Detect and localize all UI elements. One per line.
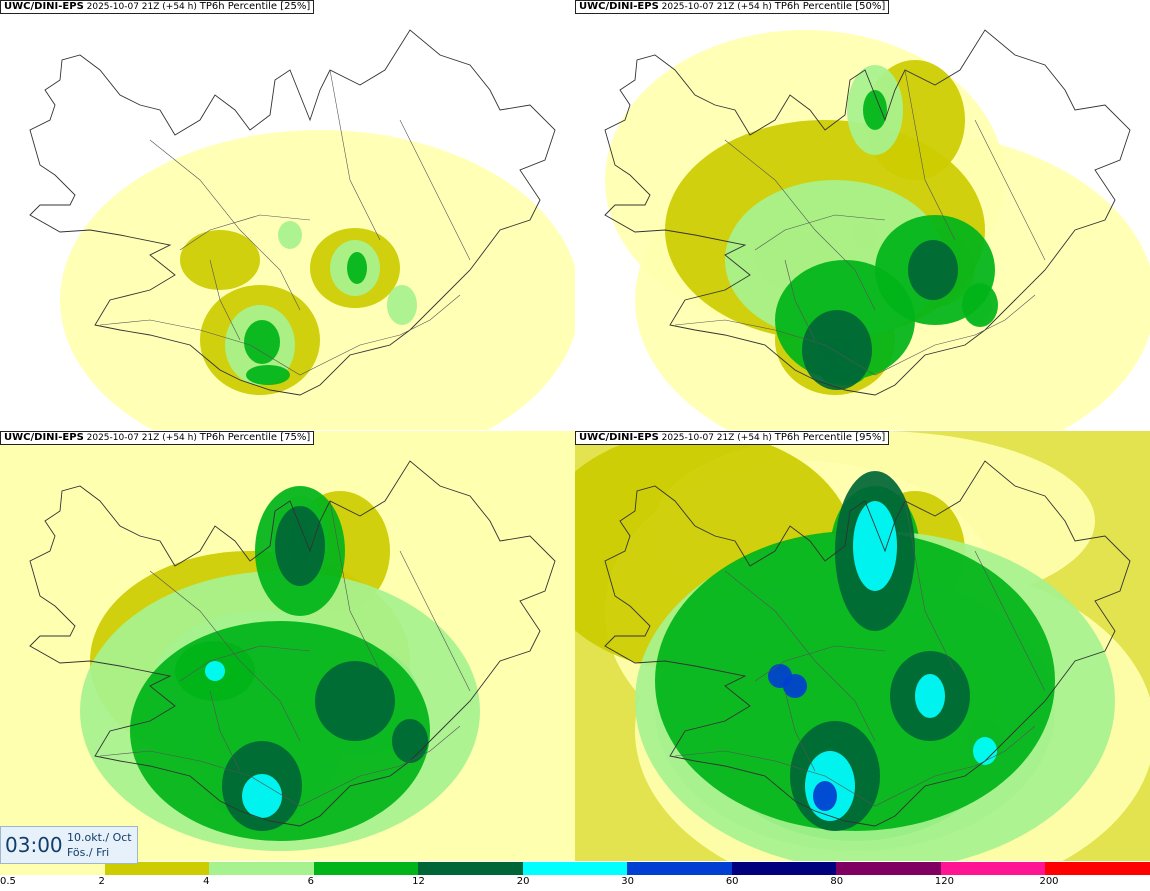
legend-swatch (627, 862, 733, 875)
legend-swatch (940, 862, 1047, 875)
legend-label: 20 (516, 876, 530, 887)
field-name: TP6h Percentile [95%] (774, 432, 886, 443)
legend-swatch (313, 862, 420, 875)
precip-map-2 (604, 29, 1150, 430)
legend-label: 4 (203, 876, 210, 887)
map-panel-2: UWC/DINI-EPS 2025-10-07 21Z (+54 h) TP6h… (575, 0, 1150, 430)
model-name: UWC/DINI-EPS (579, 432, 659, 443)
valid-date: 10.okt./ Oct (67, 831, 132, 844)
legend-swatch (418, 862, 524, 875)
panel-title: UWC/DINI-EPS 2025-10-07 21Z (+54 h) TP6h… (575, 431, 890, 445)
model-name: UWC/DINI-EPS (579, 1, 659, 12)
field-name: TP6h Percentile [75%] (199, 432, 311, 443)
legend-label: 2 (98, 876, 105, 887)
precip-map-3 (0, 431, 575, 861)
map-panel-3: UWC/DINI-EPS 2025-10-07 21Z (+54 h) TP6h… (0, 431, 575, 861)
model-name: UWC/DINI-EPS (4, 1, 84, 12)
map-panel-1: UWC/DINI-EPS 2025-10-07 21Z (+54 h) TP6h… (0, 0, 575, 430)
legend-swatch (731, 862, 838, 875)
model-name: UWC/DINI-EPS (4, 432, 84, 443)
valid-time: 03:00 (5, 833, 63, 857)
valid-time-box: 03:00 10.okt./ Oct Fös./ Fri (0, 826, 138, 864)
legend-label: 200 (1039, 876, 1059, 887)
field-name: TP6h Percentile [50%] (774, 1, 886, 12)
legend-swatch (0, 862, 106, 875)
color-legend: 0.5 2 4 6 12 20 30 60 80 120 200 (0, 862, 1150, 891)
legend-swatch (522, 862, 629, 875)
legend-swatch (209, 862, 315, 875)
legend-swatch (836, 862, 942, 875)
legend-swatch (1045, 862, 1150, 875)
legend-label: 30 (621, 876, 634, 887)
legend-swatch (104, 862, 211, 875)
map-panel-4: UWC/DINI-EPS 2025-10-07 21Z (+54 h) TP6h… (575, 431, 1150, 861)
legend-label: 120 (934, 876, 954, 887)
precip-map-1 (29, 29, 575, 430)
legend-label: 0.5 (0, 876, 16, 887)
panel-title: UWC/DINI-EPS 2025-10-07 21Z (+54 h) TP6h… (0, 431, 315, 445)
legend-label: 12 (412, 876, 425, 887)
run-info: 2025-10-07 21Z (+54 h) (658, 433, 775, 443)
valid-day: Fös./ Fri (67, 846, 110, 859)
legend-label: 60 (725, 876, 739, 887)
run-info: 2025-10-07 21Z (+54 h) (83, 2, 200, 12)
run-info: 2025-10-07 21Z (+54 h) (658, 2, 775, 12)
precip-map-4 (575, 431, 1150, 861)
panel-title: UWC/DINI-EPS 2025-10-07 21Z (+54 h) TP6h… (0, 0, 315, 14)
legend-label: 6 (307, 876, 314, 887)
run-info: 2025-10-07 21Z (+54 h) (83, 433, 200, 443)
legend-label: 80 (830, 876, 844, 887)
field-name: TP6h Percentile [25%] (199, 1, 311, 12)
panel-title: UWC/DINI-EPS 2025-10-07 21Z (+54 h) TP6h… (575, 0, 890, 14)
